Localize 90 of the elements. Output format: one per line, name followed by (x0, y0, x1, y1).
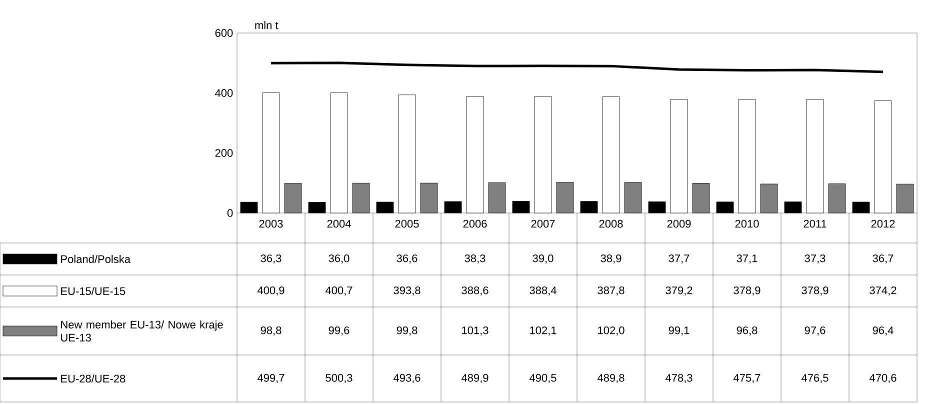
data-label: 97,6 (804, 326, 826, 336)
bar (738, 99, 756, 214)
data-label: 490,5 (529, 374, 556, 384)
data-label: 96,8 (736, 326, 758, 336)
x-tick-label: 2010 (735, 220, 759, 228)
data-label: 36,0 (328, 254, 350, 264)
data-label: 379,2 (666, 286, 692, 296)
y-tick-label: 200 (215, 149, 233, 157)
data-label: 39,0 (532, 254, 554, 264)
line-series (270, 62, 884, 74)
data-label: 388,4 (530, 286, 556, 296)
data-label: 99,8 (396, 326, 418, 336)
bar (534, 96, 552, 214)
x-tick-label: 2007 (531, 220, 555, 228)
data-label: 102,0 (598, 326, 624, 336)
bar (874, 100, 892, 214)
data-label: 374,2 (870, 286, 896, 296)
data-label: 489,9 (461, 374, 488, 384)
data-label: 37,7 (668, 254, 690, 264)
data-label: 478,3 (665, 374, 692, 384)
bar (580, 201, 598, 214)
data-label: 388,6 (462, 286, 488, 296)
bar (852, 202, 870, 214)
data-label: 36,7 (872, 254, 894, 264)
bar (692, 183, 710, 214)
data-label: 36,3 (260, 254, 282, 264)
data-label: 500,3 (326, 374, 352, 384)
y-axis-title: mln t (255, 21, 278, 30)
data-label: 99,1 (668, 326, 690, 336)
data-label: 99,6 (328, 326, 350, 336)
x-tick-label: 2004 (327, 220, 351, 228)
bar (806, 99, 824, 214)
bar (624, 182, 642, 214)
bar (376, 202, 394, 214)
data-label: 37,1 (736, 254, 758, 264)
bar (602, 96, 620, 214)
bar (284, 183, 302, 214)
data-label: 489,8 (597, 374, 624, 384)
data-label: 98,8 (260, 326, 282, 336)
bar (262, 92, 280, 214)
data-label: 102,1 (530, 326, 556, 336)
bar (488, 182, 506, 214)
data-label: 475,7 (733, 374, 760, 383)
data-label: 38,3 (464, 254, 486, 264)
data-label: 378,9 (802, 286, 828, 296)
y-tick-label: 600 (215, 29, 233, 37)
x-tick-label: 2011 (804, 220, 826, 228)
data-label: 400,7 (325, 286, 352, 296)
x-tick-label: 2003 (259, 220, 283, 228)
bar (398, 94, 416, 214)
data-label: 96,4 (872, 326, 894, 336)
data-label: 493,6 (393, 374, 420, 384)
bar (240, 202, 258, 214)
x-tick-label: 2012 (871, 220, 895, 228)
bar (648, 201, 666, 214)
bar (330, 92, 348, 214)
data-label: 387,8 (598, 286, 624, 296)
y-tick-label: 0 (227, 209, 233, 217)
data-label: 101,3 (462, 326, 488, 336)
bar (512, 201, 530, 214)
bar (352, 182, 370, 214)
data-label: 476,5 (801, 374, 828, 384)
bar (828, 184, 846, 214)
bar (896, 184, 914, 214)
bar (420, 182, 438, 214)
bar (784, 202, 802, 214)
bar (444, 201, 462, 214)
bar (716, 202, 734, 214)
bar (760, 184, 778, 214)
data-label: 37,3 (804, 254, 826, 264)
x-tick-label: 2009 (667, 220, 691, 228)
legend-label: New member EU-13/ Nowe kraje UE-13 (61, 320, 223, 342)
bar (670, 99, 688, 214)
y-tick-label: 400 (215, 89, 233, 97)
x-tick-label: 2006 (463, 220, 487, 228)
x-tick-label: 2008 (599, 220, 623, 228)
data-label: 378,9 (734, 286, 760, 296)
data-label: 38,9 (600, 254, 622, 264)
x-tick-label: 2005 (395, 220, 419, 228)
data-label: 400,9 (257, 286, 284, 296)
legend-label: Poland/Polska (61, 254, 131, 264)
bar (556, 182, 574, 214)
legend-label: EU-28/UE-28 (61, 374, 126, 383)
data-label: 470,6 (869, 374, 896, 384)
data-label: 499,7 (257, 374, 284, 384)
data-label: 393,8 (394, 286, 420, 296)
data-label: 36,6 (396, 254, 418, 264)
legend-label: EU-15/UE-15 (61, 286, 126, 296)
bar (466, 96, 484, 214)
bar (308, 202, 326, 214)
